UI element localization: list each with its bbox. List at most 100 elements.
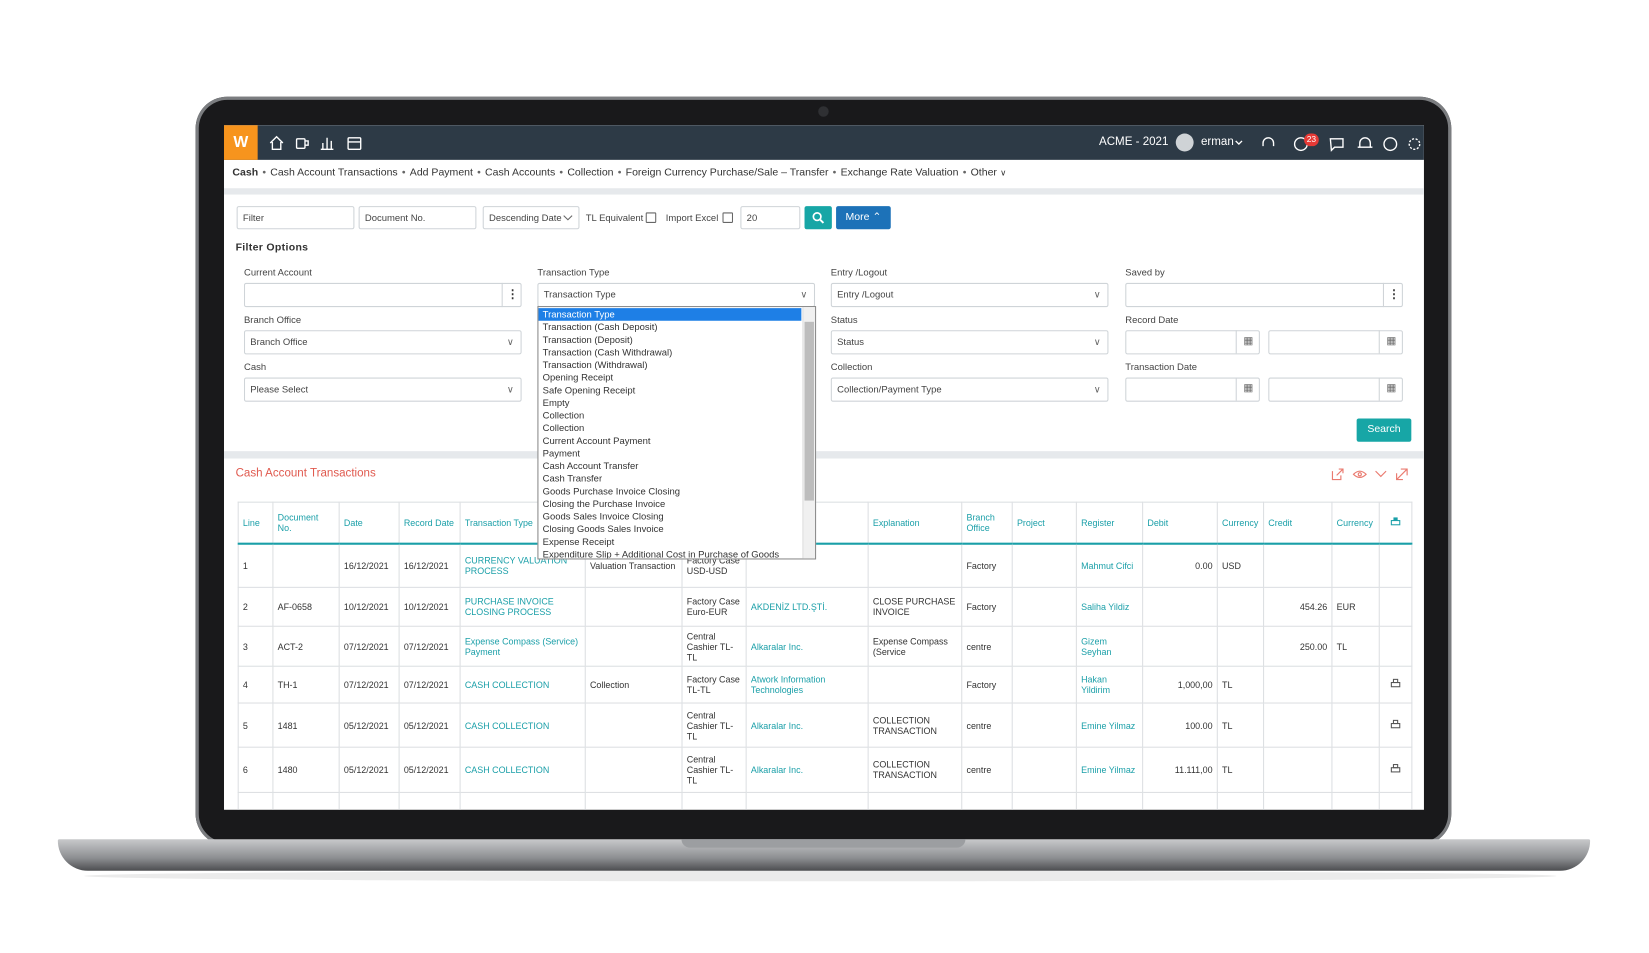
dropdown-option[interactable]: Payment	[542, 448, 581, 459]
print-icon[interactable]	[1390, 764, 1401, 775]
breadcrumb-item[interactable]: Cash Accounts	[485, 167, 556, 179]
scrollbar[interactable]	[802, 307, 816, 559]
calendar-button[interactable]: ▦	[1378, 330, 1403, 354]
calendar-button[interactable]: ▦	[1235, 377, 1260, 401]
dropdown-option[interactable]: Transaction (Cash Withdrawal)	[542, 347, 673, 358]
table-cell[interactable]: Mahmut Cifci	[1075, 542, 1144, 588]
breadcrumb-item[interactable]: Other	[970, 167, 997, 179]
filter-input[interactable]: Filter	[236, 206, 355, 230]
page-size[interactable]: 20	[740, 206, 801, 230]
column-header[interactable]: Debit	[1142, 501, 1218, 545]
dropdown-option[interactable]: Current Account Payment	[542, 435, 651, 446]
date-input[interactable]	[1268, 377, 1403, 402]
column-header[interactable]: Explanation	[867, 501, 963, 545]
expand-icon[interactable]	[1396, 468, 1408, 481]
dropdown-option[interactable]: Transaction Type	[538, 308, 802, 321]
select[interactable]: Please Select	[243, 377, 522, 402]
home-icon[interactable]	[269, 135, 284, 151]
table-cell[interactable]: Alkaralar Inc.	[745, 702, 869, 748]
column-header[interactable]: Currency	[1331, 501, 1380, 545]
select[interactable]: Transaction Type	[537, 282, 816, 308]
menu-button[interactable]: ⋮	[1382, 282, 1404, 308]
dropdown-option[interactable]: Expense Receipt	[542, 536, 615, 547]
breadcrumb-item[interactable]: Foreign Currency Purchase/Sale – Transfe…	[625, 167, 829, 179]
chat-icon[interactable]	[1329, 138, 1344, 152]
bell-icon[interactable]	[1357, 137, 1373, 148]
dropdown-option[interactable]: Transaction (Cash Deposit)	[542, 321, 658, 333]
print-icon[interactable]	[1390, 719, 1401, 730]
table-cell[interactable]: AKDENİZ LTD.ŞTİ.	[745, 586, 869, 627]
select[interactable]: Entry /Logout	[830, 282, 1109, 308]
calendar-button[interactable]: ▦	[1235, 330, 1260, 354]
dropdown-option[interactable]: Closing the Purchase Invoice	[542, 498, 666, 510]
dropdown-option[interactable]: Closing Goods Sales Invoice	[542, 523, 664, 535]
dropdown-option[interactable]: Cash Account Transfer	[542, 460, 639, 472]
support-icon[interactable]	[1262, 137, 1275, 147]
table-cell[interactable]: Emine	[1075, 791, 1144, 810]
column-header[interactable]: Credit	[1263, 501, 1333, 545]
column-header[interactable]: Record Date	[398, 501, 461, 545]
export-icon[interactable]	[1331, 468, 1344, 481]
table-cell[interactable]: Alkaralar Inc.	[745, 625, 869, 667]
logo[interactable]: W	[224, 125, 258, 160]
column-header[interactable]: Project	[1011, 501, 1077, 545]
search-button[interactable]: Search	[1356, 418, 1412, 442]
dropdown-option[interactable]: Collection	[542, 410, 585, 421]
column-header[interactable]: Document No.	[272, 501, 340, 545]
table-cell[interactable]: Emine Yilmaz	[1075, 746, 1144, 793]
column-header[interactable]: Currency	[1216, 501, 1265, 545]
table-cell[interactable]: Atwork Information Technologies	[745, 665, 869, 704]
tl-checkbox[interactable]	[645, 212, 657, 223]
input[interactable]	[1125, 282, 1403, 308]
select[interactable]: Collection/Payment Type	[830, 377, 1109, 402]
table-cell[interactable]: Hakan Yildirim	[1075, 665, 1144, 704]
dropdown-option[interactable]: Safe Opening Receipt	[542, 384, 636, 396]
dropdown-option[interactable]: Transaction (Deposit)	[542, 334, 633, 345]
input[interactable]	[243, 282, 522, 308]
select[interactable]: Branch Office	[243, 330, 522, 355]
table-cell[interactable]: CASH COLLECTION	[459, 665, 586, 704]
breadcrumb-item[interactable]: Exchange Rate Valuation	[840, 167, 959, 179]
more-button[interactable]: More ⌃	[836, 206, 891, 230]
scroll-thumb[interactable]	[804, 321, 814, 501]
calendar-button[interactable]: ▦	[1378, 377, 1403, 401]
date-input[interactable]	[1268, 330, 1403, 355]
column-header[interactable]: Register	[1075, 501, 1144, 545]
table-cell[interactable]: Emine Yilmaz	[1075, 702, 1144, 748]
table-cell[interactable]: Gizem Seyhan	[1075, 625, 1144, 667]
dropdown-option[interactable]: Expenditure Slip + Additional Cost in Pu…	[542, 548, 780, 560]
breadcrumb-item[interactable]: Collection	[567, 167, 614, 179]
menu-button[interactable]: ⋮	[501, 282, 523, 308]
dropdown-option[interactable]: Opening Receipt	[542, 372, 614, 383]
breadcrumb-item[interactable]: Cash	[232, 167, 259, 179]
document-input[interactable]: Document No.	[358, 206, 477, 230]
select[interactable]: Status	[830, 330, 1109, 355]
date-input[interactable]	[1125, 377, 1260, 402]
breadcrumb-item[interactable]: Cash Account Transactions	[270, 167, 398, 179]
table-cell[interactable]: CASH COLLECTION	[459, 746, 586, 793]
print-icon[interactable]	[1390, 678, 1401, 689]
table-cell[interactable]: CASH COLLECTION	[459, 702, 586, 748]
company[interactable]: ACME - 2021	[1098, 135, 1169, 149]
cup-icon[interactable]	[295, 138, 306, 149]
dropdown-option[interactable]: Collection	[542, 422, 585, 434]
search-icon-button[interactable]	[804, 206, 832, 230]
date-input[interactable]	[1125, 330, 1260, 355]
help-icon[interactable]	[1383, 137, 1398, 152]
table-cell[interactable]: PURCHASE INVOICE CLOSING PROCESS	[459, 586, 586, 627]
column-header[interactable]: Line	[237, 501, 274, 545]
view-icon[interactable]	[1352, 470, 1367, 479]
breadcrumb-item[interactable]: Add Payment	[409, 167, 473, 179]
dropdown-option[interactable]: Goods Sales Invoice Closing	[542, 511, 664, 522]
dropdown-option[interactable]: Goods Purchase Invoice Closing	[542, 485, 680, 497]
table-cell[interactable]: Expense Compass (Service) Payment	[459, 625, 586, 667]
table-cell[interactable]: Alkaralar Inc.	[745, 746, 869, 793]
collapse-icon[interactable]	[1375, 470, 1387, 478]
user-name[interactable]: erman	[1200, 135, 1234, 149]
settings-icon[interactable]	[1408, 138, 1421, 151]
chart-icon[interactable]	[320, 137, 334, 151]
dropdown-option[interactable]: Transaction (Withdrawal)	[542, 359, 648, 371]
column-header[interactable]: Date	[338, 501, 400, 545]
column-header[interactable]: Branch Office	[961, 501, 1013, 545]
excel-checkbox[interactable]	[722, 212, 734, 223]
